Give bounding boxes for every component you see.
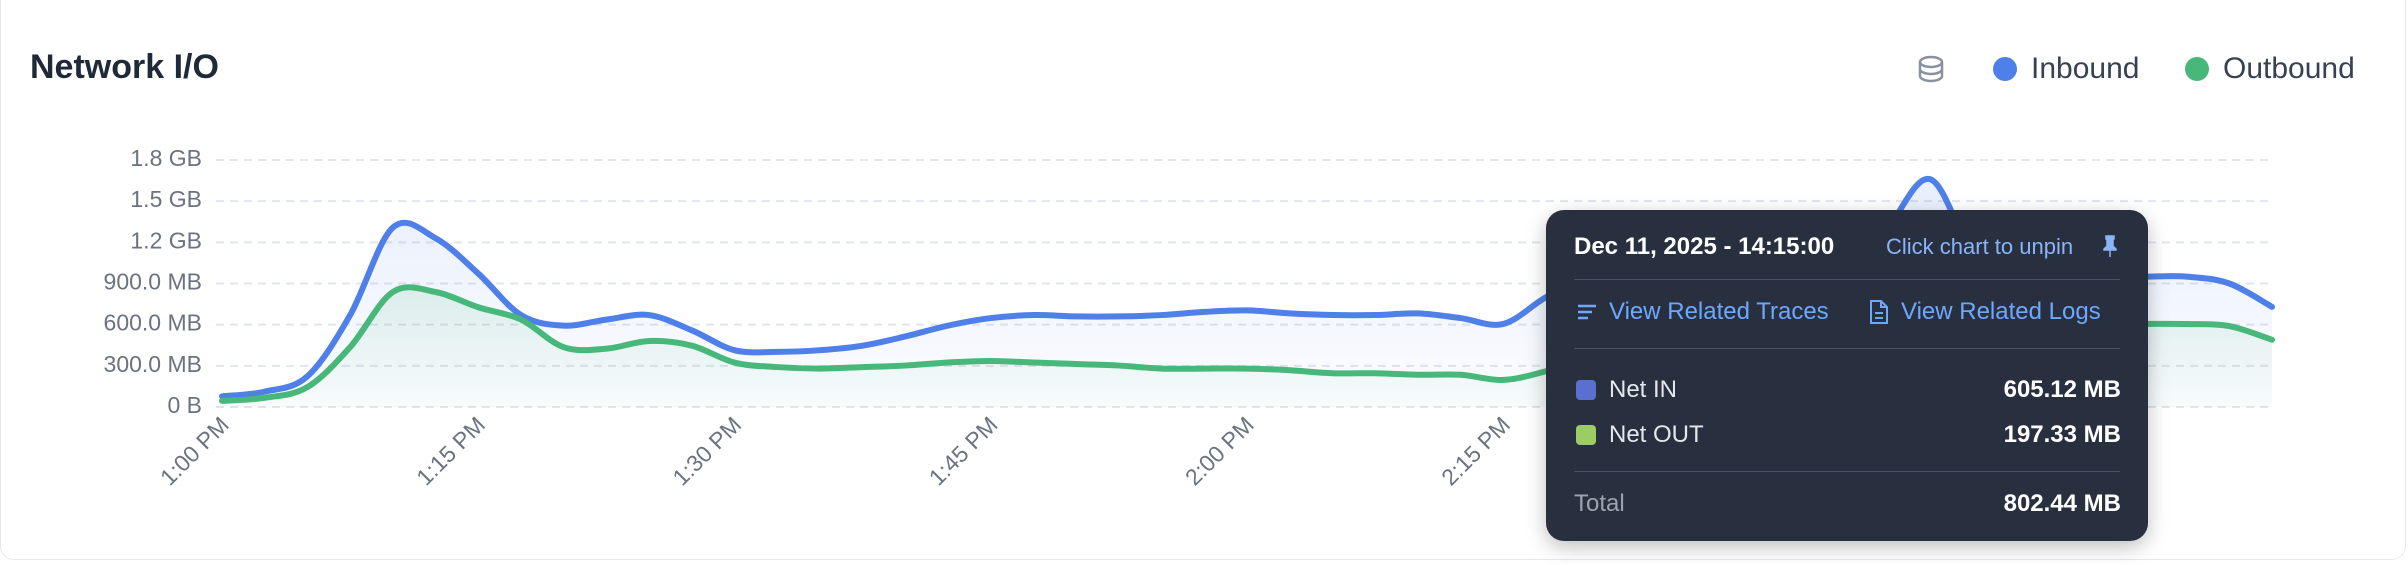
- action-link[interactable]: View Related Logs: [1901, 298, 2101, 325]
- legend-swatch[interactable]: [1993, 57, 2017, 81]
- y-tick-label: 1.5 GB: [130, 186, 202, 212]
- chart-title: Network I/O: [30, 48, 219, 86]
- y-tick-label: 600.0 MB: [104, 310, 202, 336]
- action-link[interactable]: View Related Traces: [1609, 298, 1829, 325]
- divider: [1574, 279, 2120, 280]
- legend-swatch[interactable]: [2185, 57, 2209, 81]
- x-tick-label: 2:15 PM: [1436, 411, 1515, 490]
- x-tick-label: 1:00 PM: [155, 411, 234, 490]
- series-line: [219, 176, 2275, 400]
- tooltip[interactable]: Dec 11, 2025 - 14:15:00 Click chart to u…: [1546, 210, 2148, 541]
- total-value: 802.44 MB: [2003, 490, 2121, 517]
- row-value: 197.33 MB: [2003, 421, 2121, 448]
- row-swatch: [1576, 380, 1596, 400]
- x-tick-label: 1:30 PM: [667, 411, 746, 490]
- divider: [1574, 348, 2120, 349]
- pin-icon[interactable]: [2101, 234, 2119, 258]
- traces-icon[interactable]: [1576, 301, 1598, 323]
- row-value: 605.12 MB: [2003, 376, 2121, 403]
- total-label: Total: [1574, 490, 1625, 517]
- y-tick-label: 1.2 GB: [130, 227, 202, 253]
- row-label: Net IN: [1609, 376, 1678, 403]
- divider: [1574, 471, 2120, 472]
- row-swatch: [1576, 425, 1596, 445]
- y-tick-label: 300.0 MB: [104, 351, 202, 377]
- x-tick-label: 1:15 PM: [411, 411, 490, 490]
- tooltip-hint[interactable]: Click chart to unpin: [1886, 234, 2074, 259]
- logs-icon[interactable]: [1868, 299, 1890, 325]
- legend-label[interactable]: Outbound: [2223, 52, 2355, 85]
- y-tick-label: 900.0 MB: [104, 269, 202, 295]
- x-tick-label: 2:00 PM: [1180, 411, 1259, 490]
- tooltip-timestamp: Dec 11, 2025 - 14:15:00: [1574, 233, 1835, 260]
- legend-label[interactable]: Inbound: [2031, 52, 2139, 85]
- x-tick-label: 1:45 PM: [924, 411, 1003, 490]
- y-tick-label: 0 B: [167, 392, 202, 418]
- database-icon: [1918, 55, 1944, 83]
- row-label: Net OUT: [1609, 421, 1704, 448]
- y-tick-label: 1.8 GB: [130, 145, 202, 171]
